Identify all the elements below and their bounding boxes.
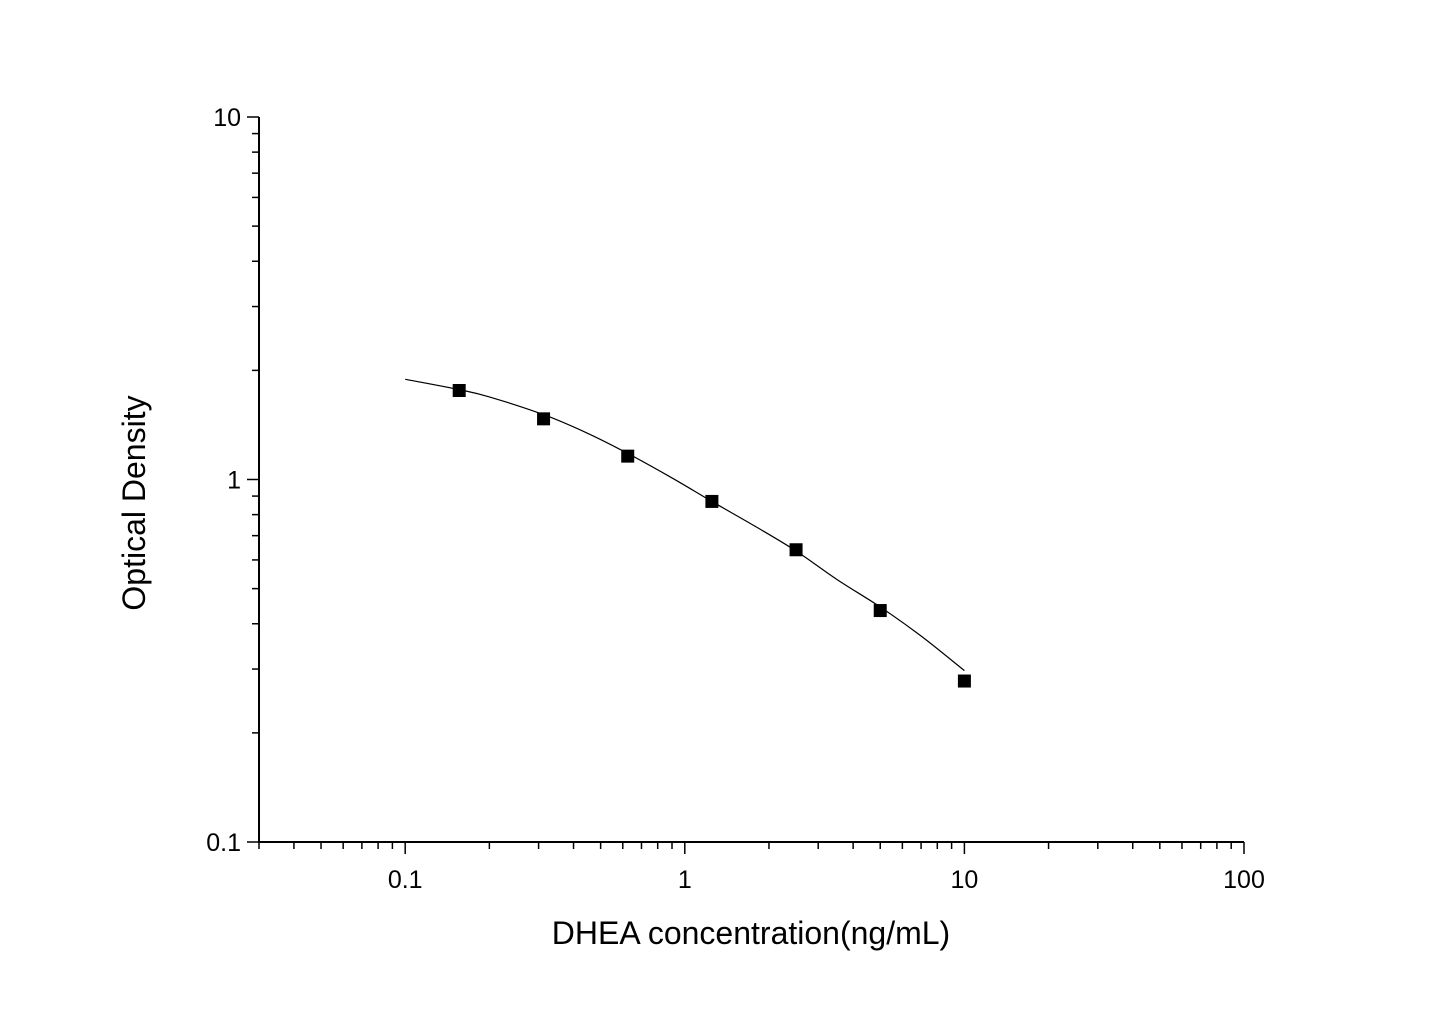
fit-curve <box>405 378 965 672</box>
data-point-marker <box>873 604 887 618</box>
x-tick-label: 1 <box>678 866 692 894</box>
data-points <box>452 384 971 688</box>
y-tick-label: 0.1 <box>206 829 241 857</box>
data-point-marker <box>621 449 635 463</box>
y-axis-ticks: 0.1 1 10 <box>206 104 259 857</box>
x-axis-title: DHEA concentration(ng/mL) <box>552 915 950 951</box>
x-axis-ticks: 0.1 1 10 100 <box>258 842 1265 894</box>
y-tick-label: 1 <box>227 467 241 495</box>
x-tick-label: 0.1 <box>388 866 423 894</box>
x-tick-label: 10 <box>950 866 978 894</box>
axes <box>258 117 1244 843</box>
data-point-marker <box>957 674 971 688</box>
y-tick-label: 10 <box>213 104 241 132</box>
y-axis-title: Optical Density <box>116 395 152 610</box>
x-tick-label: 100 <box>1223 866 1265 894</box>
data-point-marker <box>537 412 551 426</box>
data-point-marker <box>789 543 803 557</box>
fit-curve-group <box>405 378 965 672</box>
data-point-marker <box>705 494 719 508</box>
data-point-marker <box>452 384 466 398</box>
